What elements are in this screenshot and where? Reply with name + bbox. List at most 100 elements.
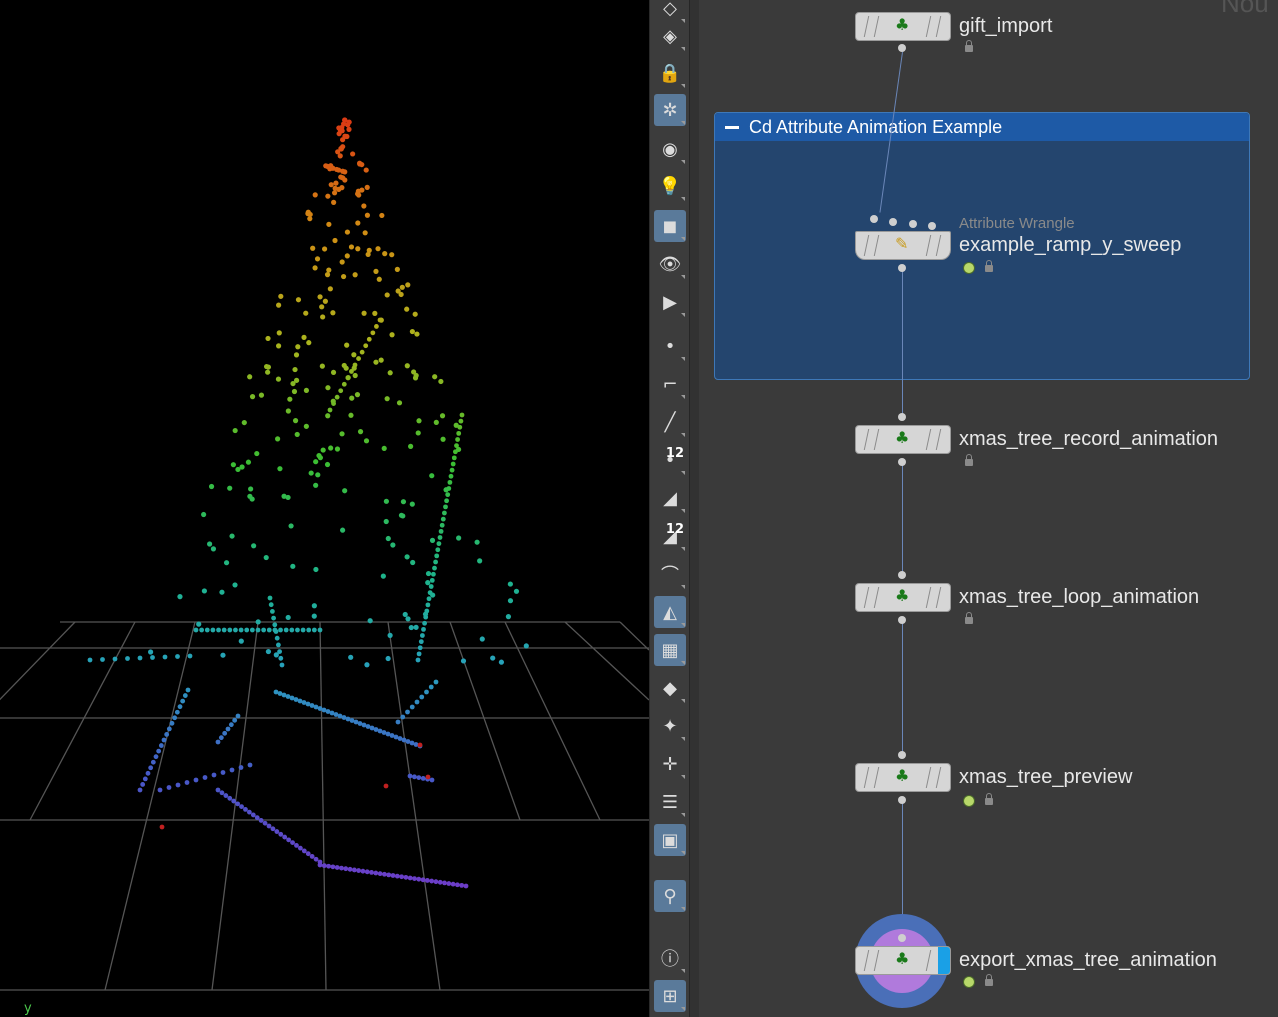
point — [378, 357, 384, 363]
eye-play-icon[interactable]: ▶ — [654, 286, 686, 318]
output-connector[interactable] — [898, 44, 906, 52]
collapse-icon[interactable] — [725, 125, 739, 129]
vector-icon[interactable]: ✛ — [654, 748, 686, 780]
pin-icon[interactable]: ╱ — [654, 406, 686, 438]
point — [177, 594, 183, 600]
point — [276, 642, 281, 648]
bounding-box-icon[interactable]: ◆ — [654, 672, 686, 704]
point — [250, 812, 256, 818]
node-gift-import[interactable]: ♣ — [855, 12, 951, 41]
point — [273, 689, 279, 695]
curve-icon[interactable]: ⌒ — [654, 558, 686, 590]
display-flag[interactable] — [938, 947, 950, 974]
point — [277, 466, 283, 472]
flag-icon[interactable] — [963, 795, 975, 807]
input-connector[interactable] — [909, 220, 917, 228]
ghost-icon[interactable]: ✲ — [654, 94, 686, 126]
point — [324, 272, 331, 278]
output-connector[interactable] — [898, 458, 906, 466]
point — [201, 588, 207, 594]
background-image-icon[interactable]: ▣ — [654, 824, 686, 856]
3d-viewport[interactable]: y — [0, 0, 649, 1017]
input-connector[interactable] — [928, 222, 936, 230]
location-icon[interactable]: ⚲ — [654, 880, 686, 912]
primitive-icon[interactable]: ◢ — [654, 482, 686, 514]
viewport-canvas[interactable] — [0, 0, 649, 1017]
flag-icon[interactable] — [963, 976, 975, 988]
node-export-xmas-tree-animation[interactable]: ♣ — [855, 946, 951, 975]
lock-icon[interactable] — [985, 793, 993, 805]
lock-icon[interactable] — [985, 974, 993, 986]
output-connector[interactable] — [898, 796, 906, 804]
list-icon[interactable]: ☰ — [654, 786, 686, 818]
point — [373, 727, 379, 732]
output-connector[interactable] — [898, 264, 906, 272]
point — [398, 291, 404, 298]
point — [433, 419, 439, 425]
node-label[interactable]: gift_import — [959, 15, 1053, 37]
brush-icon[interactable]: ⌐ — [654, 368, 686, 400]
point — [474, 539, 480, 545]
node-label[interactable]: xmas_tree_loop_animation — [959, 586, 1200, 608]
primitive-number-icon[interactable]: ◢ 12 — [654, 520, 686, 552]
node-label[interactable]: xmas_tree_record_animation — [959, 428, 1219, 450]
lock-icon[interactable]: 🔒 — [654, 57, 686, 89]
node-label[interactable]: export_xmas_tree_animation — [959, 949, 1217, 971]
point — [301, 334, 307, 340]
point — [382, 251, 388, 257]
eye-icon[interactable]: 👁 — [654, 248, 686, 280]
point — [333, 712, 339, 717]
point — [335, 149, 341, 155]
layers-icon[interactable]: ◇ — [654, 0, 686, 24]
point — [344, 229, 351, 235]
network-box-header[interactable]: Cd Attribute Animation Example — [715, 113, 1249, 141]
point-number-icon[interactable]: • 12 — [654, 444, 686, 476]
point — [274, 635, 280, 641]
plane-icon[interactable]: ◭ — [654, 596, 686, 628]
lock-icon[interactable] — [965, 40, 973, 52]
point — [361, 310, 367, 316]
point — [357, 721, 363, 726]
point — [385, 535, 391, 542]
point — [413, 742, 419, 747]
input-connector[interactable] — [898, 413, 906, 421]
node-xmas-tree-loop-animation[interactable]: ♣ — [855, 583, 951, 612]
uv-checker-icon[interactable]: ▦ — [654, 634, 686, 666]
network-editor[interactable]: Nou Cd Attribute Animation Example ♣ gif… — [699, 0, 1278, 1017]
shading-icon[interactable]: ◼ — [654, 210, 686, 242]
flag-icon[interactable] — [963, 262, 975, 274]
node-label[interactable]: example_ramp_y_sweep — [959, 234, 1182, 256]
point — [401, 737, 407, 743]
network-box[interactable]: Cd Attribute Animation Example — [714, 112, 1250, 380]
node-example-ramp-y-sweep[interactable]: ✎ — [855, 231, 951, 260]
input-connector[interactable] — [889, 218, 897, 226]
point-icon[interactable]: • — [654, 330, 686, 362]
info-icon[interactable]: ⓘ — [654, 942, 686, 974]
point — [360, 868, 366, 874]
point — [453, 422, 459, 428]
point — [112, 656, 118, 662]
input-connector[interactable] — [898, 571, 906, 579]
point — [428, 684, 434, 690]
point — [347, 866, 353, 872]
output-connector[interactable] — [898, 616, 906, 624]
node-xmas-tree-preview[interactable]: ♣ — [855, 763, 951, 792]
node-xmas-tree-record-animation[interactable]: ♣ — [855, 425, 951, 454]
speed-icon[interactable]: ◉ — [654, 133, 686, 165]
point — [422, 620, 427, 626]
input-connector[interactable] — [898, 751, 906, 759]
node-label[interactable]: xmas_tree_preview — [959, 766, 1133, 788]
input-connector[interactable] — [898, 934, 906, 942]
input-connector[interactable] — [870, 215, 878, 223]
grid-icon[interactable]: ⊞ — [654, 980, 686, 1012]
display-options-icon[interactable]: ◈ — [654, 20, 686, 52]
point — [297, 845, 303, 851]
lock-icon[interactable] — [965, 612, 973, 624]
lock-icon[interactable] — [985, 260, 993, 272]
transform-icon[interactable]: ✦ — [654, 710, 686, 742]
point — [394, 873, 400, 879]
point — [479, 636, 485, 642]
light-bulb-icon[interactable]: 💡 — [654, 170, 686, 202]
point — [384, 396, 390, 402]
lock-icon[interactable] — [965, 454, 973, 466]
